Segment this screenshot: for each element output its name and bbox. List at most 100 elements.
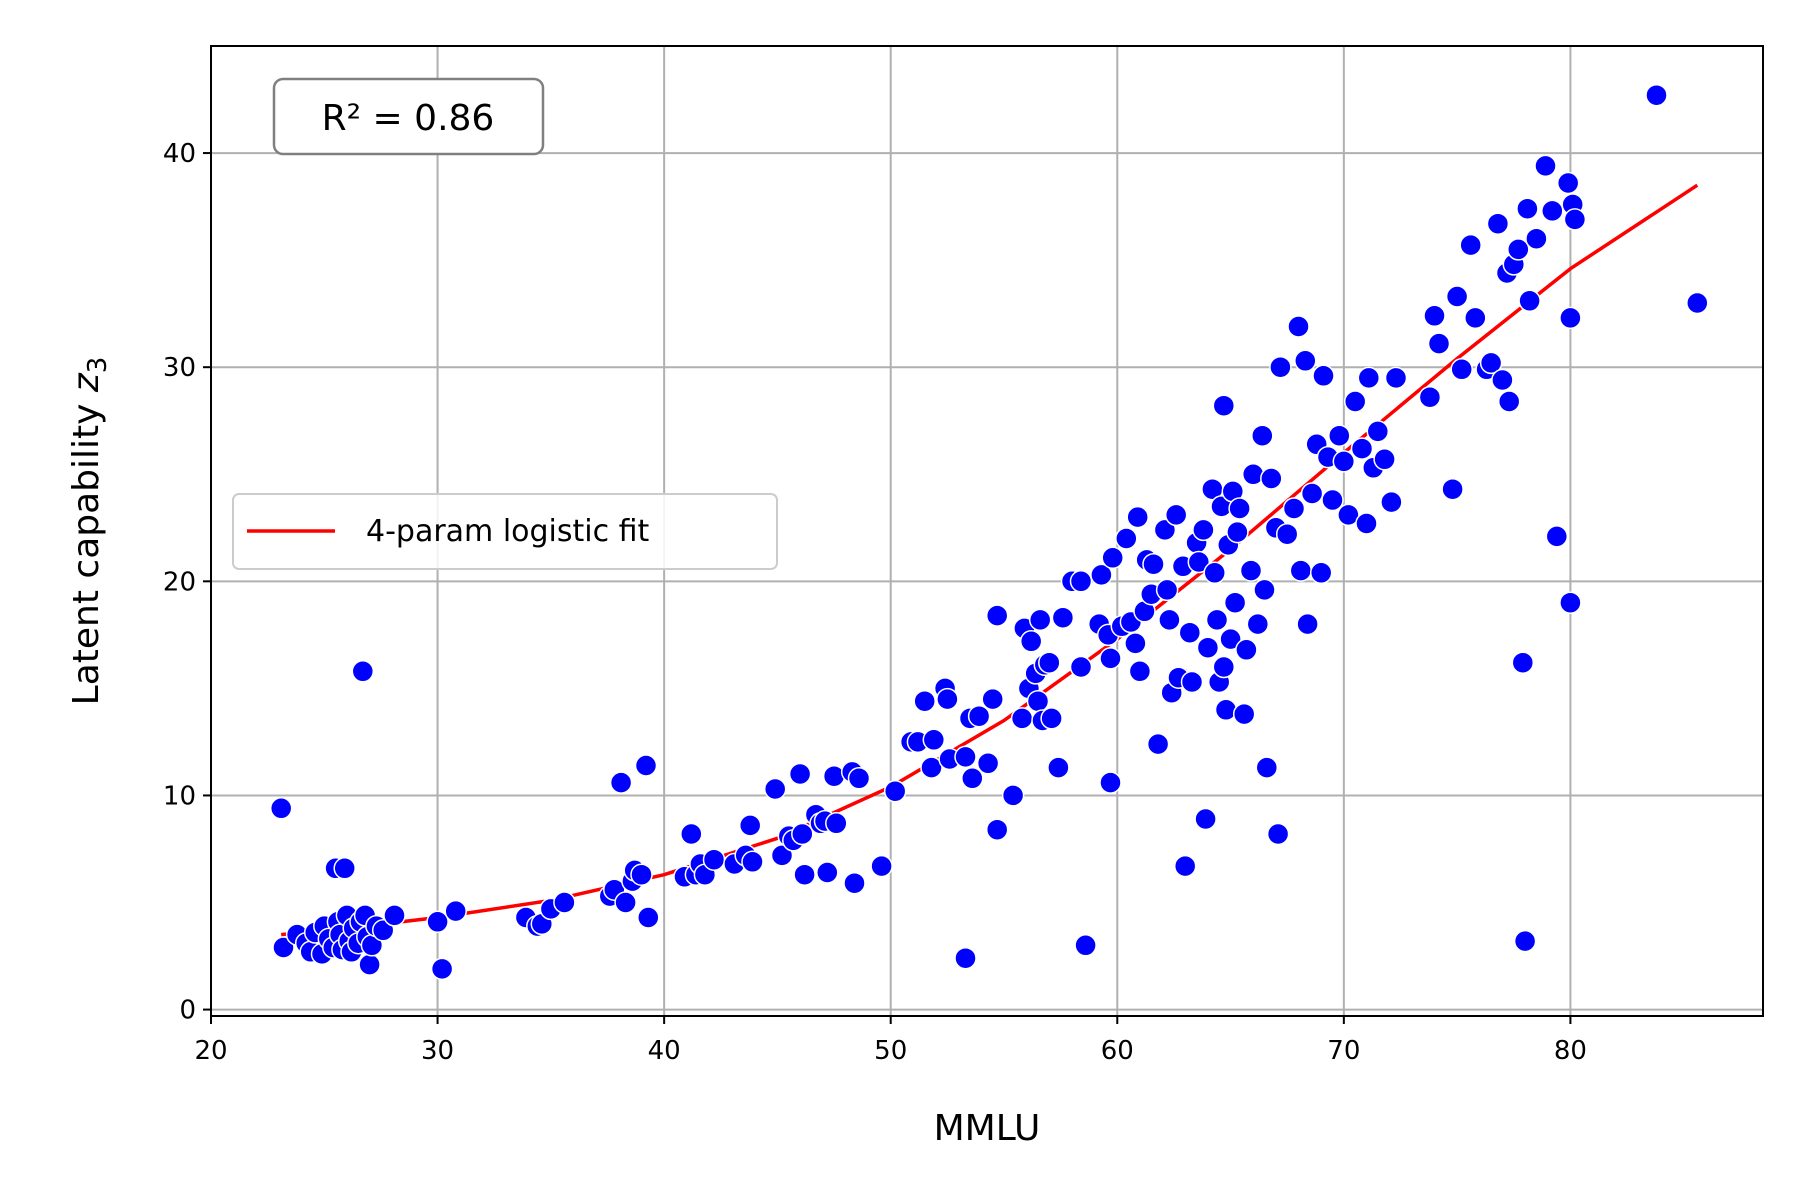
data-point [1355,512,1378,535]
data-point [1441,477,1464,501]
y-axis-label-prefix: Latent capability [66,392,107,705]
data-point [1235,638,1258,662]
data-point [1074,934,1097,957]
data-point [1459,233,1482,257]
data-point [1282,497,1306,520]
data-point [1187,550,1211,574]
data-point [1312,364,1335,388]
data-point [954,745,977,769]
data-point [1275,522,1299,546]
data-point [614,891,637,914]
data-point [1343,390,1367,413]
data-point [1038,651,1061,674]
data-point [1350,437,1374,460]
data-point [609,771,633,794]
data-point [333,857,356,880]
data-point [1563,208,1587,231]
axis-ticks: 20 30 40 50 60 70 80 0 10 20 30 40 [163,139,1587,1066]
data-point [1511,651,1535,674]
data-point [426,910,449,934]
data-point [967,704,991,728]
data-point [269,797,293,820]
data-point [1380,490,1403,514]
data-point [1192,518,1215,542]
data-point [637,906,660,929]
data-point [1196,636,1220,659]
x-tick-label: 40 [648,1036,681,1066]
data-point [1255,756,1279,779]
data-point [1226,520,1249,544]
data-point [272,936,295,959]
data-point [1194,807,1217,831]
data-point [1296,612,1319,636]
legend-box [232,493,778,570]
data-point [1645,83,1668,107]
data-point [976,752,1000,775]
data-point [1203,561,1226,585]
data-point [1418,385,1442,409]
data-point [1516,197,1539,220]
data-point [1287,315,1310,338]
y-axis-label-variable: z [66,372,107,393]
data-point [1099,771,1122,794]
data-point [1124,632,1147,655]
data-point [1300,482,1324,505]
data-point [1069,570,1093,593]
data-point [680,822,703,846]
data-point [936,687,959,711]
data-point [1545,525,1569,548]
data-point [1445,285,1469,308]
x-tick-label: 30 [421,1036,454,1066]
data-point [1251,424,1274,447]
x-tick-label: 60 [1101,1036,1134,1066]
y-tick-label: 10 [163,781,196,811]
data-point [922,728,946,752]
data-point [1366,420,1390,443]
data-point [1253,578,1276,602]
data-point [1153,518,1177,542]
data-point [1479,351,1503,375]
data-point [1164,503,1188,527]
data-point [847,767,871,790]
y-tick-label: 30 [163,353,196,383]
data-point [1028,608,1052,632]
y-axis-label: Latent capability z3 [66,357,113,706]
data-point [1556,171,1580,195]
data-point [634,754,658,777]
data-point [1026,689,1050,713]
data-point [1051,606,1075,629]
data-point [1260,467,1283,490]
data-point [1373,448,1396,471]
data-point [1019,630,1043,653]
x-tick-label: 20 [194,1036,227,1066]
data-point [1491,368,1514,392]
data-point [1357,366,1381,390]
data-point [1040,707,1063,730]
data-point [1180,670,1204,694]
y-tick-label: 40 [163,139,196,169]
data-point [1559,591,1582,614]
data-point [630,863,653,886]
data-point [1214,698,1238,722]
data-point [1212,655,1236,679]
data-point [1246,612,1270,636]
data-point [1212,394,1236,417]
data-point [1232,702,1256,726]
data-point [1518,289,1541,313]
data-point [702,848,726,871]
data-point [1269,355,1292,379]
data-point [1173,854,1197,878]
data-point [430,957,454,981]
r-squared-annotation: R² = 0.86 [272,77,545,156]
data-point [1099,647,1122,670]
data-point [1001,784,1025,807]
data-point [358,953,381,976]
legend-label: 4-param logistic fit [366,514,650,549]
data-point [920,756,943,779]
data-point [1205,608,1229,632]
data-point [954,946,977,970]
plot-frame [210,45,1764,1017]
data-point [788,762,812,786]
data-point [1427,332,1451,355]
legend: 4-param logistic fit [232,493,778,570]
